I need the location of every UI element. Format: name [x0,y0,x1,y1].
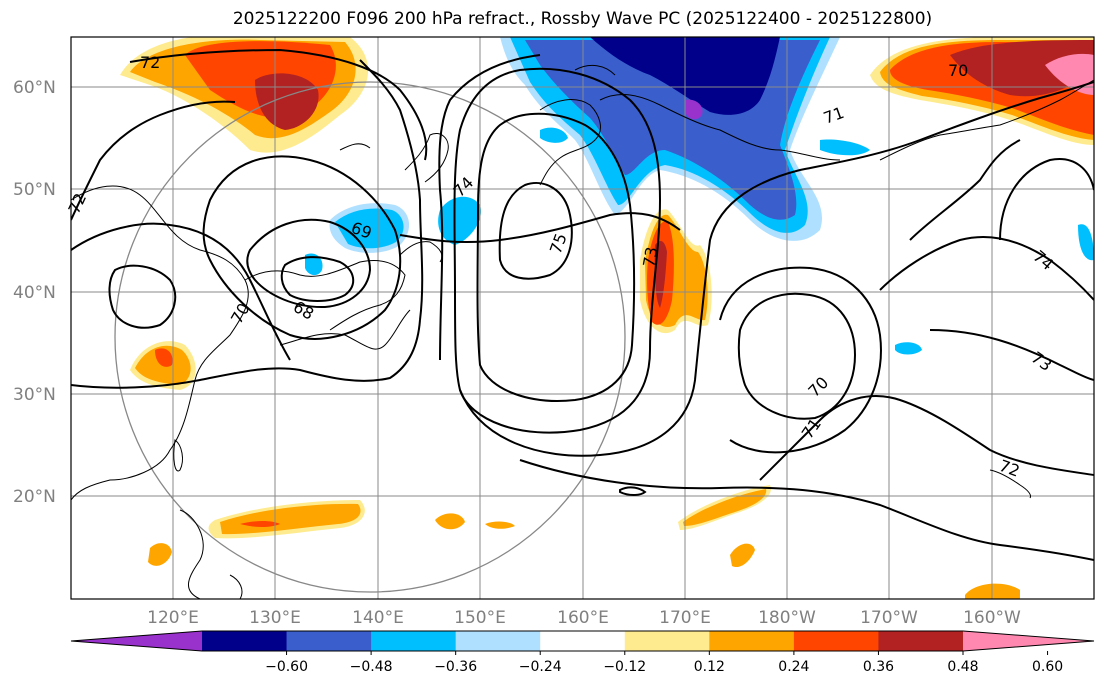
contour-label-74: 74 [449,173,477,201]
lon-label: 170°E [659,608,711,628]
contour-label-71: 71 [821,103,847,128]
colorbar-tick-label: −0.48 [350,659,393,675]
colorbar-segment [624,631,710,651]
contour-label-70: 70 [804,373,832,401]
lat-label: 20°N [13,487,56,507]
colorbar-segment [286,631,372,651]
colorbar-segment [793,631,879,651]
lon-label: 160°E [557,608,609,628]
lon-label: 170°W [860,608,918,628]
lat-label: 50°N [13,180,56,200]
contour-lines [71,48,1094,561]
colorbar-segment [202,631,288,651]
map-frame [70,36,1095,600]
graticule [71,37,1094,599]
colorbar: −0.60 −0.48 −0.36 −0.24 −0.12 0.12 0.24 0.36 0.4… [70,630,1095,675]
contour-label-72: 72 [64,190,90,216]
colorbar-tick-label: 0.12 [694,659,725,675]
colorbar-tick-label: −0.36 [434,659,477,675]
contour-label-73: 73 [639,245,661,268]
colorbar-segment [709,631,795,651]
lon-label: 150°E [454,608,506,628]
colorbar-extend-high [963,631,1094,651]
colorbar-outline [70,630,1095,652]
colorbar-segment [455,631,541,651]
lon-label: 140°E [352,608,404,628]
colorbar-segment [540,631,626,651]
colorbar-tick-label: 0.60 [1032,659,1063,675]
colorbar-tick-label: −0.60 [265,659,308,675]
shading-layer [120,37,1094,599]
colorbar-tick-label: −0.24 [519,659,562,675]
colorbar-extend-low [71,631,202,651]
colorbar-tick-label: 0.24 [778,659,809,675]
colorbar-segment [878,631,964,651]
colorbar-segment [371,631,457,651]
contour-label-70: 70 [227,300,254,327]
lon-label: 160°W [963,608,1021,628]
lon-label: 120°E [147,608,199,628]
contour-label-72: 72 [997,456,1023,481]
lon-label: 130°E [249,608,301,628]
longitude-labels: 120°E 130°E 140°E 150°E 160°E 170°E 180°… [147,608,1021,628]
contour-label-70: 70 [948,61,968,80]
lat-label: 40°N [13,283,56,303]
lat-label: 60°N [13,78,56,98]
colorbar-tick-label: 0.36 [863,659,894,675]
lon-label: 180°W [758,608,816,628]
colorbar-tick-label: −0.12 [603,659,646,675]
contour-label-72: 72 [140,53,160,72]
contour-label-75: 75 [546,231,571,257]
latitude-labels: 60°N 50°N 40°N 30°N 20°N [13,78,56,507]
colorbar-tick-label: 0.48 [947,659,978,675]
map-title: 2025122200 F096 200 hPa refract., Rossby… [232,9,933,29]
lat-label: 30°N [13,385,56,405]
